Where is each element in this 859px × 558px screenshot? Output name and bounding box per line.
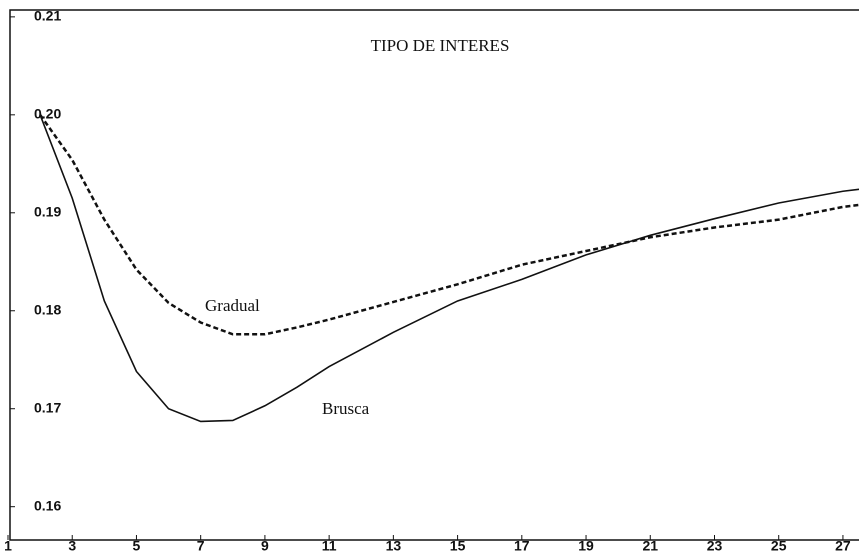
x-tick-label: 27: [835, 538, 851, 553]
x-tick-label: 5: [133, 538, 141, 553]
x-tick-label: 25: [771, 538, 787, 553]
y-tick-label: 0.19: [34, 203, 61, 219]
x-tick-label: 1: [4, 538, 12, 553]
y-tick-label: 0.21: [34, 8, 61, 24]
y-tick-label: 0.17: [34, 399, 61, 415]
line-series: [39, 114, 859, 336]
line-series: [39, 114, 859, 423]
x-tick-label: 11: [322, 538, 337, 553]
y-tick-label: 0.16: [34, 497, 61, 513]
x-tick-label: 17: [514, 538, 530, 553]
plot-frame: [9, 9, 859, 541]
y-tick-label: 0.20: [34, 106, 61, 122]
x-tick-label: 19: [578, 538, 594, 553]
x-tick-label: 13: [386, 538, 402, 553]
x-tick-label: 15: [450, 538, 466, 553]
y-tick-label: 0.18: [34, 301, 61, 317]
x-tick-label: 21: [642, 538, 658, 553]
x-tick-label: 3: [68, 538, 76, 553]
chart-title: TIPO DE INTERES: [371, 36, 510, 55]
annotation: Gradual: [205, 296, 260, 315]
x-tick-label: 7: [197, 538, 205, 553]
x-tick-label: 23: [707, 538, 723, 553]
x-tick-label: 9: [261, 538, 269, 553]
annotation: Brusca: [322, 399, 370, 418]
